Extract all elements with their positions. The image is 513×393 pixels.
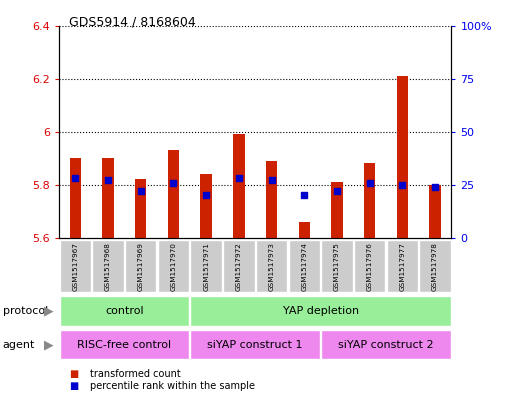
Point (398, 182, 406, 188)
Text: GSM1517973: GSM1517973 (269, 242, 274, 291)
Point (267, 177, 275, 184)
Text: control: control (105, 306, 144, 316)
Bar (60, 240, 91, 292)
Text: GSM1517967: GSM1517967 (72, 242, 78, 291)
Text: siYAP construct 2: siYAP construct 2 (338, 340, 434, 350)
Bar (321, 330, 451, 360)
Point (300, 192, 308, 198)
Text: GSM1517974: GSM1517974 (301, 242, 307, 291)
Text: ■: ■ (69, 369, 78, 379)
Bar (92, 240, 124, 292)
Bar (397, 76, 408, 238)
Bar (266, 161, 278, 238)
Bar (190, 240, 222, 292)
Text: ▶: ▶ (44, 304, 54, 318)
Point (136, 188, 145, 194)
Point (431, 184, 439, 190)
Point (104, 177, 112, 184)
Text: GSM1517976: GSM1517976 (367, 242, 372, 291)
Point (202, 192, 210, 198)
Bar (331, 182, 343, 238)
Bar (125, 240, 156, 292)
Bar (364, 163, 376, 238)
Bar (190, 330, 320, 360)
Text: protocol: protocol (3, 306, 48, 316)
Text: GSM1517968: GSM1517968 (105, 242, 111, 291)
Point (333, 188, 341, 194)
Text: agent: agent (3, 340, 35, 350)
Text: YAP depletion: YAP depletion (283, 306, 359, 316)
Text: GSM1517977: GSM1517977 (400, 242, 405, 291)
Text: siYAP construct 1: siYAP construct 1 (207, 340, 303, 350)
Text: GSM1517971: GSM1517971 (203, 242, 209, 291)
Bar (158, 240, 189, 292)
Bar (233, 134, 245, 238)
Bar (321, 240, 352, 292)
Bar (299, 222, 310, 238)
Bar (201, 174, 212, 238)
Text: GSM1517970: GSM1517970 (170, 242, 176, 291)
Text: percentile rank within the sample: percentile rank within the sample (90, 381, 255, 391)
Bar (420, 240, 451, 292)
Bar (387, 240, 418, 292)
Bar (102, 158, 114, 238)
Bar (190, 296, 451, 326)
Point (71, 175, 80, 182)
Text: GSM1517972: GSM1517972 (236, 242, 242, 291)
Text: GSM1517978: GSM1517978 (432, 242, 438, 291)
Text: GSM1517975: GSM1517975 (334, 242, 340, 291)
Bar (223, 240, 254, 292)
Bar (429, 185, 441, 238)
Bar (60, 296, 189, 326)
Point (235, 175, 243, 182)
Text: ▶: ▶ (44, 338, 54, 351)
Bar (289, 240, 320, 292)
Bar (70, 158, 81, 238)
Text: GSM1517969: GSM1517969 (138, 242, 144, 291)
Point (366, 180, 374, 186)
Bar (168, 150, 179, 238)
Point (169, 180, 177, 186)
Bar (60, 330, 189, 360)
Text: GDS5914 / 8168604: GDS5914 / 8168604 (69, 16, 196, 29)
Text: ■: ■ (69, 381, 78, 391)
Text: transformed count: transformed count (90, 369, 181, 379)
Bar (354, 240, 385, 292)
Text: RISC-free control: RISC-free control (77, 340, 171, 350)
Bar (135, 179, 147, 238)
Bar (256, 240, 287, 292)
